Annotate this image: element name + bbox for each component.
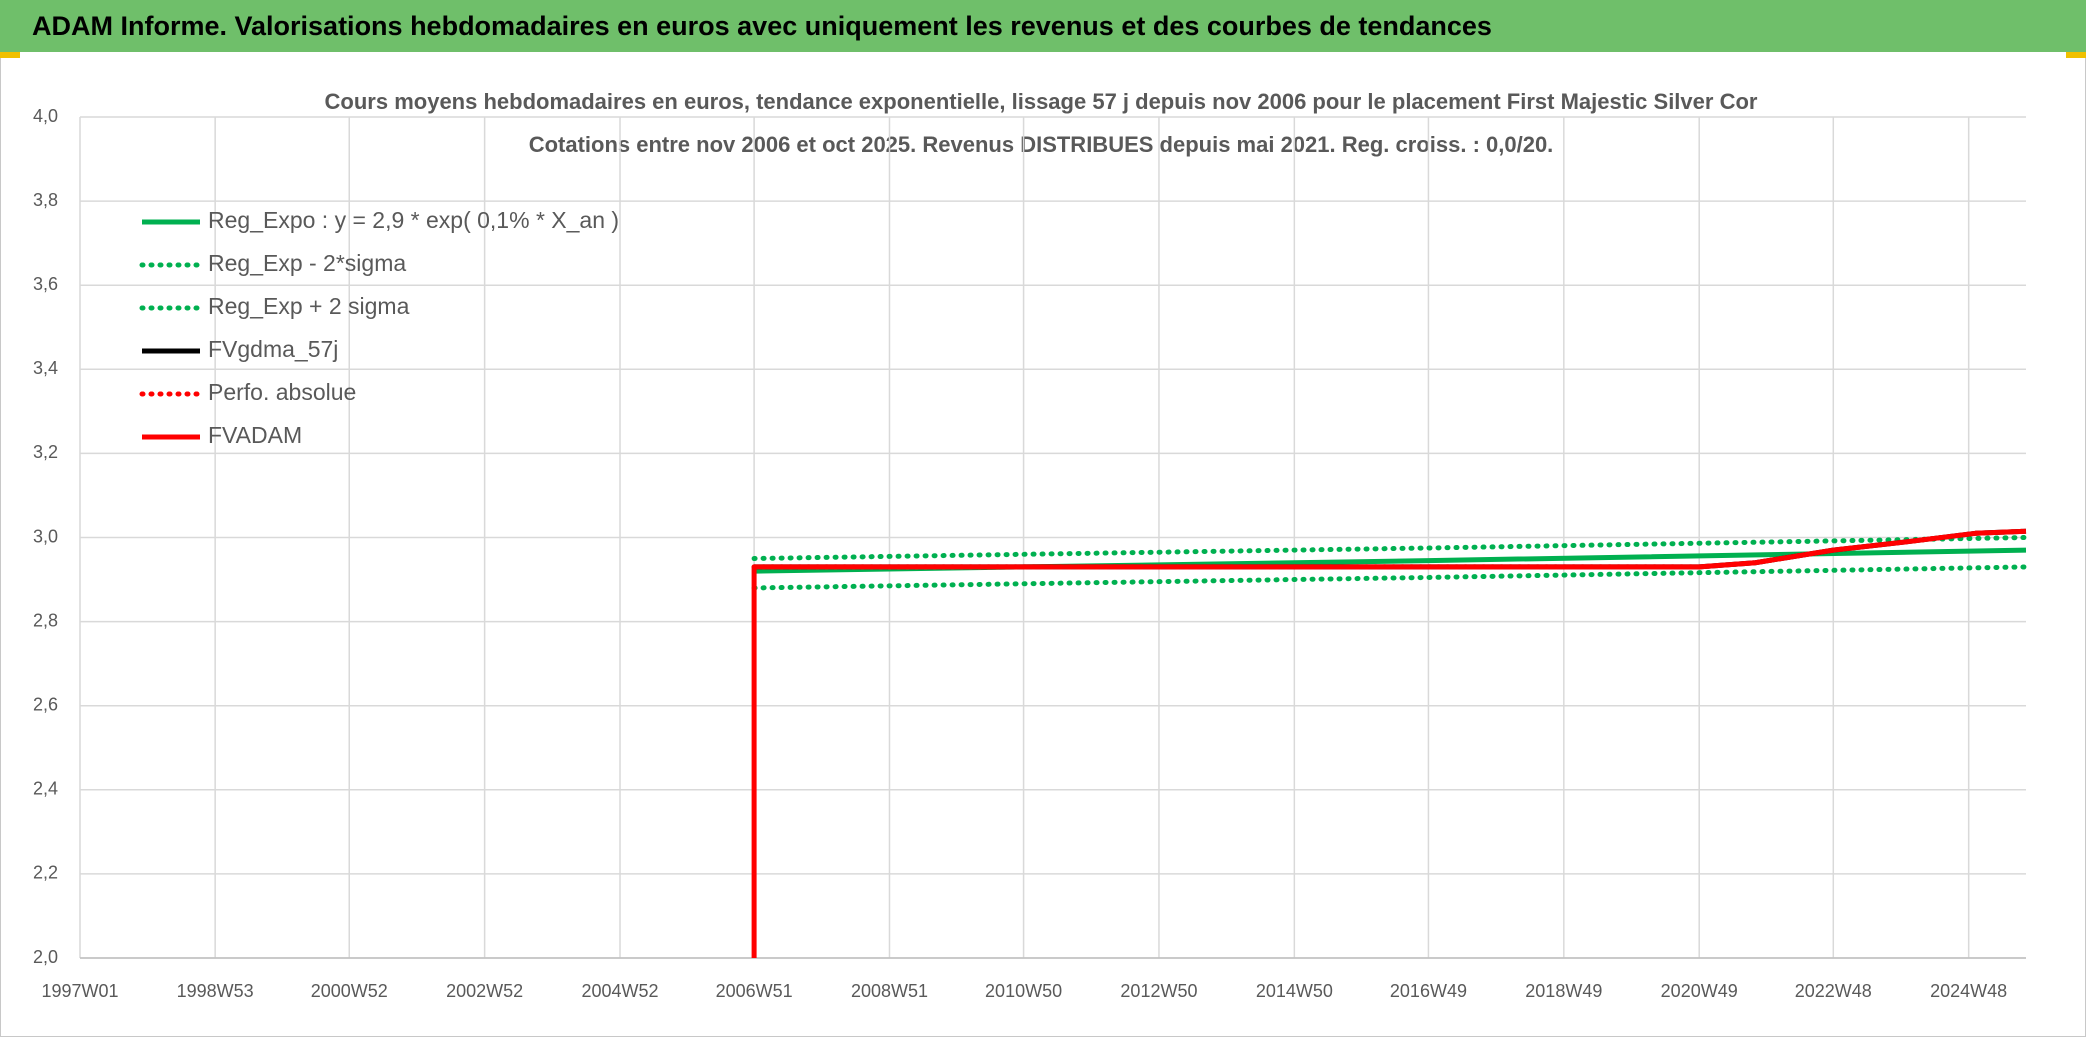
corner-mark xyxy=(2066,52,2086,58)
x-tick-label: 2002W52 xyxy=(446,981,523,1001)
x-tick-label: 2004W52 xyxy=(581,981,658,1001)
legend-label: FVgdma_57j xyxy=(208,336,338,362)
x-tick-label: 2024W48 xyxy=(1930,981,2007,1001)
x-tick-label: 2014W50 xyxy=(1256,981,1333,1001)
y-tick-label: 2,4 xyxy=(33,779,58,799)
corner-mark xyxy=(0,52,20,58)
legend-label: FVADAM xyxy=(208,422,302,448)
legend-label: Perfo. absolue xyxy=(208,379,356,405)
x-tick-label: 1997W01 xyxy=(41,981,118,1001)
legend-label: Reg_Expo : y = 2,9 * exp( 0,1% * X_an ) xyxy=(208,207,619,233)
header-bar xyxy=(0,0,2086,52)
x-tick-label: 2000W52 xyxy=(311,981,388,1001)
y-tick-label: 2,0 xyxy=(33,947,58,967)
y-tick-label: 4,0 xyxy=(33,106,58,126)
series-line xyxy=(751,535,2029,562)
x-tick-label: 2020W49 xyxy=(1661,981,1738,1001)
y-tick-label: 3,2 xyxy=(33,442,58,462)
y-tick-label: 2,8 xyxy=(33,610,58,630)
y-tick-label: 3,6 xyxy=(33,274,58,294)
x-tick-label: 2010W50 xyxy=(985,981,1062,1001)
x-tick-label: 2022W48 xyxy=(1795,981,1872,1001)
y-tick-label: 2,6 xyxy=(33,694,58,714)
series-line xyxy=(751,528,2027,958)
x-tick-label: 2018W49 xyxy=(1525,981,1602,1001)
series-line xyxy=(751,564,2029,591)
y-tick-label: 3,4 xyxy=(33,358,58,378)
header-title: ADAM Informe. Valorisations hebdomadaire… xyxy=(32,11,1492,41)
y-tick-label: 2,2 xyxy=(33,863,58,883)
legend-label: Reg_Exp - 2*sigma xyxy=(208,250,406,276)
x-tick-label: 2016W49 xyxy=(1390,981,1467,1001)
x-tick-label: 2012W50 xyxy=(1120,981,1197,1001)
legend-label: Reg_Exp + 2 sigma xyxy=(208,293,410,319)
y-tick-label: 3,0 xyxy=(33,526,58,546)
x-tick-label: 1998W53 xyxy=(177,981,254,1001)
x-tick-label: 2008W51 xyxy=(851,981,928,1001)
x-tick-label: 2006W51 xyxy=(716,981,793,1001)
y-tick-label: 3,8 xyxy=(33,190,58,210)
chart-subtitle: Cotations entre nov 2006 et oct 2025. Re… xyxy=(529,132,1554,157)
chart-title: Cours moyens hebdomadaires en euros, ten… xyxy=(325,89,1758,114)
